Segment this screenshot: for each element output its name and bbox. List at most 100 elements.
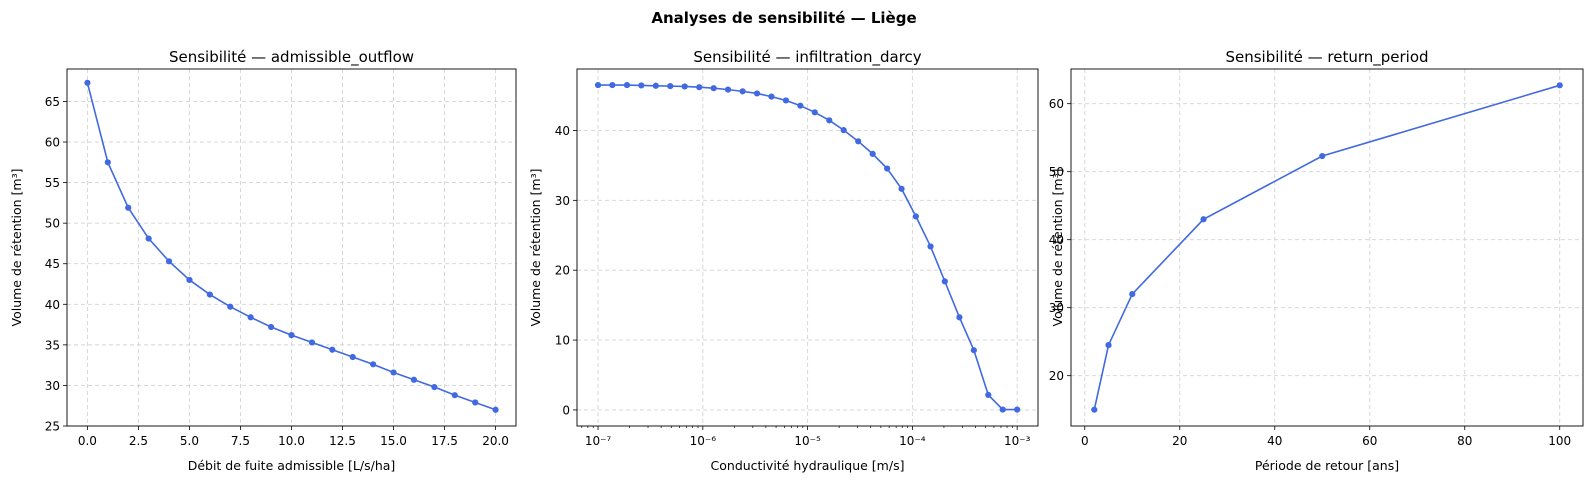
data-point [186,276,193,284]
plot-title: Sensibilité — return_period [1225,48,1428,67]
data-point [472,399,479,406]
y-tick-label: 60 [45,136,60,150]
data-point [768,93,775,100]
data-point [941,278,948,285]
y-tick-label: 30 [1049,301,1064,315]
data-point [696,84,703,91]
data-point [724,86,732,93]
x-tick-label: 12.5 [329,434,356,448]
data-point [840,127,847,134]
data-point [1091,406,1098,413]
y-tick-label: 40 [555,124,570,138]
data-point [492,406,499,413]
x-tick-label: 80 [1457,434,1472,448]
data-point [206,291,213,298]
y-tick-label: 50 [45,217,60,231]
data-point [227,303,234,310]
data-point [410,376,418,383]
data-point [623,81,631,89]
data-point [145,235,152,242]
data-point [739,88,746,95]
y-tick-label: 55 [45,176,60,190]
figure-suptitle: Analyses de sensibilité — Liège [651,9,916,27]
data-point [985,391,992,399]
data-point [884,165,891,172]
data-point [855,138,862,145]
y-tick-label: 65 [45,95,60,109]
x-axis-label: Période de retour [ans] [1255,458,1399,473]
series-line [1093,84,1560,410]
plot-return-period: 0 20 40 60 80 100 20 30 40 50 60 Sensibilité — retu… [1049,48,1584,473]
data-point [451,392,458,399]
x-tick-label: 20.0 [482,434,509,448]
data-point [165,258,173,265]
x-tick-label: 0.0 [78,434,97,448]
data-point [308,339,316,346]
y-axis-label: Volume de rétention [m³] [9,169,24,327]
data-point [970,347,977,354]
y-tick-label: 30 [45,379,60,393]
y-tick-label: 40 [45,298,60,312]
data-point [638,82,645,89]
data-point [956,314,963,321]
y-axis-label: Volume de rétention [m³] [1050,169,1065,327]
x-tick-label: 15.0 [380,434,407,448]
data-point [710,85,717,92]
y-tick-label: 10 [555,334,570,348]
plot-title: Sensibilité — admissible_outflow [169,48,414,67]
data-point [390,369,397,376]
data-point [349,353,356,361]
data-point [288,332,295,339]
x-tick-label: 7.5 [231,434,250,448]
axes-frame [1070,68,1584,427]
x-tick-label: 10⁻⁶ [690,434,717,448]
y-tick-label: 40 [1049,233,1064,247]
y-axis-label: Volume de rétention [m³] [528,169,543,327]
data-point [898,185,905,192]
data-point [681,83,688,90]
data-point [1105,341,1112,349]
plot-title: Sensibilité — infiltration_darcy [693,48,921,67]
x-tick-label: 10⁻⁴ [899,434,926,448]
x-tick-label: 40 [1267,434,1282,448]
x-tick-label: 0 [1081,434,1089,448]
y-tick-label: 20 [1049,369,1064,383]
x-tick-label: 10⁻⁷ [585,434,612,448]
data-point [247,314,254,321]
x-tick-label: 17.5 [431,434,458,448]
data-point [594,81,602,89]
data-point [667,83,674,90]
data-point [84,79,91,86]
data-point [1319,152,1326,160]
data-point [1200,216,1207,223]
data-point [1556,82,1563,89]
y-tick-label: 20 [555,264,570,278]
y-tick-label: 25 [45,420,60,434]
data-point [797,102,804,109]
x-tick-label: 100 [1548,434,1571,448]
y-tick-label: 45 [45,257,60,271]
x-tick-label: 10.0 [278,434,305,448]
data-point [1014,406,1021,413]
y-tick-label: 30 [555,194,570,208]
data-point [782,97,790,104]
data-point [609,81,616,89]
data-point [811,109,818,116]
data-point [267,323,275,331]
x-axis-label: Débit de fuite admissible [L/s/ha] [188,458,396,473]
data-point [753,90,761,97]
data-point [912,213,919,220]
x-tick-label: 2.5 [129,434,148,448]
data-point [652,82,659,89]
data-point [826,117,833,124]
plot-outflow: 0.0 2.5 5.0 7.5 10.0 12.5 15.0 17.5 20.0 25 30 35 40… [9,48,517,473]
data-point [927,243,934,250]
y-tick-label: 35 [45,338,60,352]
x-tick-label: 10⁻⁵ [794,434,821,448]
data-point [104,159,111,166]
axes-frame [576,68,1039,427]
x-tick-label: 10⁻³ [1004,434,1031,448]
data-point [329,346,336,353]
x-tick-label: 60 [1362,434,1377,448]
